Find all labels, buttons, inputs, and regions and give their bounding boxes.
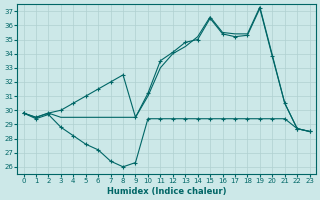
X-axis label: Humidex (Indice chaleur): Humidex (Indice chaleur) — [107, 187, 226, 196]
